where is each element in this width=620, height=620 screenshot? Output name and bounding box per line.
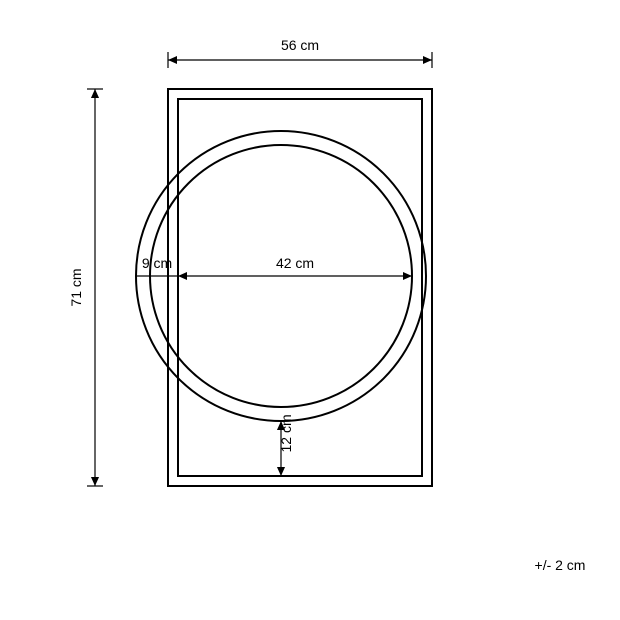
tolerance-note: +/- 2 cm <box>535 557 586 573</box>
dimension-gap-12cm: 12 cm <box>275 414 294 476</box>
dimension-height-label: 71 cm <box>68 268 84 306</box>
dimension-diameter-label: 42 cm <box>276 255 314 271</box>
dimension-width-56cm: 56 cm <box>168 37 432 68</box>
dimension-offset-label: 9 cm <box>142 255 172 271</box>
dimension-gap-label: 12 cm <box>278 414 294 452</box>
outer-frame <box>168 89 432 486</box>
dimension-width-label: 56 cm <box>281 37 319 53</box>
dimension-height-71cm: 71 cm <box>68 89 103 486</box>
dimension-offset-9cm: 9 cm <box>136 255 178 282</box>
dimension-diameter-42cm: 42 cm <box>178 255 412 282</box>
